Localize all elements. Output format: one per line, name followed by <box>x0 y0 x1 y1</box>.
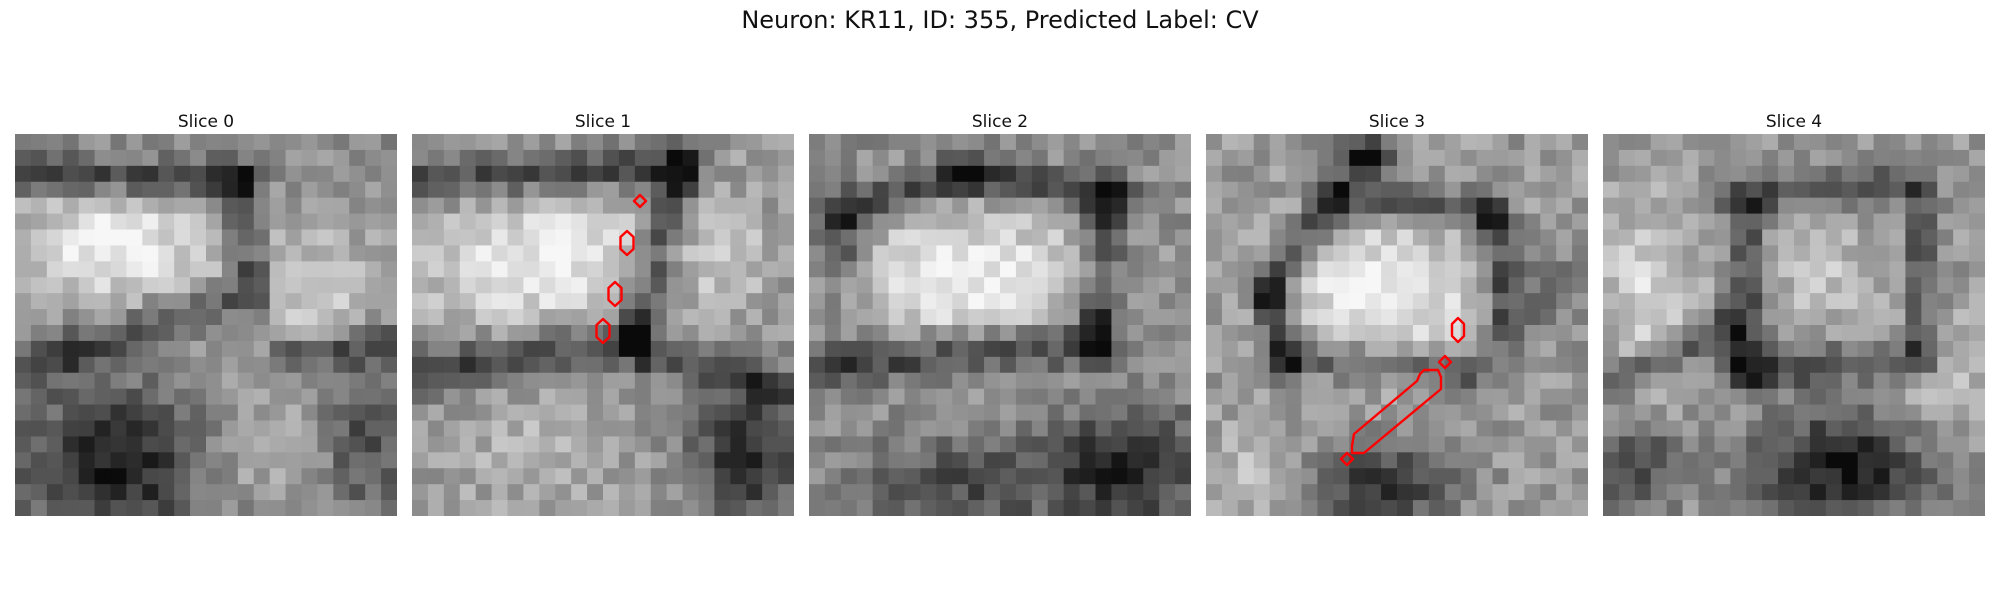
slice-panel-4: Slice 4 <box>1603 110 1985 516</box>
segmentation-outline <box>619 229 635 257</box>
slice-panel-3: Slice 3 <box>1206 110 1588 516</box>
slice-title: Slice 3 <box>1368 112 1426 132</box>
slice-canvas <box>15 134 397 516</box>
slice-image <box>412 134 794 516</box>
figure-title: Neuron: KR11, ID: 355, Predicted Label: … <box>741 6 1259 34</box>
slice-panel-2: Slice 2 <box>809 110 1191 516</box>
slice-title: Slice 1 <box>574 112 632 132</box>
slice-image <box>1206 134 1588 516</box>
slice-title: Slice 4 <box>1765 112 1823 132</box>
slice-image <box>15 134 397 516</box>
segmentation-outline <box>1437 354 1453 370</box>
pixel-texture <box>15 134 397 516</box>
pixel-texture <box>809 134 1191 516</box>
slice-canvas <box>1206 134 1588 516</box>
pixel-texture <box>412 134 794 516</box>
segmentation-outline <box>607 280 623 308</box>
segmentation-outline <box>1350 368 1443 455</box>
pixel-texture <box>1206 134 1588 516</box>
slice-image <box>1603 134 1985 516</box>
segmentation-outline <box>595 317 611 345</box>
segmentation-outline <box>1339 451 1355 467</box>
slice-panel-1: Slice 1 <box>412 110 794 516</box>
slice-canvas <box>412 134 794 516</box>
slice-title: Slice 0 <box>177 112 235 132</box>
slice-title: Slice 2 <box>971 112 1029 132</box>
slice-panel-0: Slice 0 <box>15 110 397 516</box>
slice-canvas <box>1603 134 1985 516</box>
pixel-texture <box>1603 134 1985 516</box>
segmentation-outline <box>632 193 648 209</box>
segmentation-outline <box>1450 316 1466 344</box>
slice-image <box>809 134 1191 516</box>
slice-canvas <box>809 134 1191 516</box>
